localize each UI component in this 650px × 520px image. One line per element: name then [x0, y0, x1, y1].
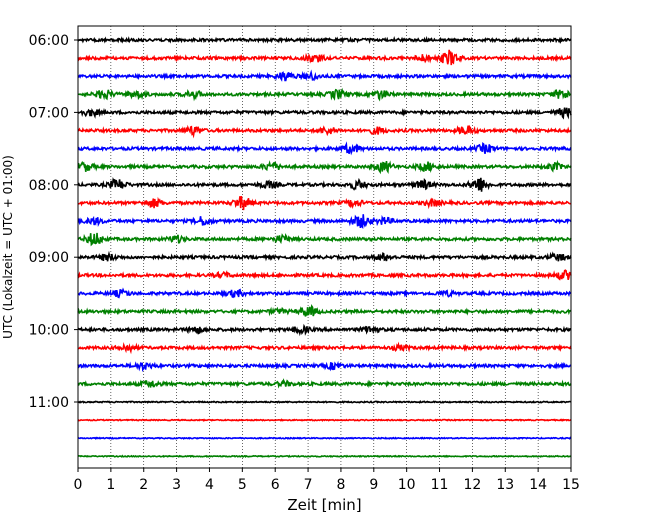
x-axis: 0 1 2 3 4 5 6 7 8 9 10 11 12 13 14 15: [74, 468, 580, 493]
trace-0630: [77, 69, 572, 82]
x-axis-label: Zeit [min]: [287, 496, 361, 514]
trace-0930: [77, 287, 572, 299]
x-tick-label: 1: [106, 477, 115, 493]
x-tick-label: 7: [304, 477, 313, 493]
trace-0730: [77, 141, 572, 156]
trace-0715: [77, 124, 572, 139]
trace-0900: [77, 250, 572, 263]
x-tick-label: 10: [398, 477, 416, 493]
x-tick-label: 3: [172, 477, 181, 493]
y-tick-label: 10:00: [29, 323, 69, 339]
x-tick-label: 11: [431, 477, 449, 493]
trace-1130: [77, 436, 572, 440]
y-tick-label: 09:00: [29, 250, 69, 266]
x-tick-label: 4: [205, 477, 214, 493]
x-tick-label: 15: [562, 477, 580, 493]
trace-layer: [77, 35, 572, 459]
trace-0815: [77, 196, 572, 211]
trace-0700: [77, 107, 572, 120]
x-tick-label: 2: [139, 477, 148, 493]
trace-0745: [77, 159, 572, 175]
trace-0600: [77, 35, 572, 45]
y-tick-label: 08:00: [29, 178, 69, 194]
trace-0800: [77, 177, 572, 192]
trace-1000: [77, 323, 572, 337]
x-tick-label: 6: [271, 477, 280, 493]
plot-frame: [77, 25, 572, 469]
trace-1100: [77, 399, 572, 404]
y-axis-label: UTC (Lokalzeit = UTC + 01:00): [1, 155, 15, 339]
trace-1015: [77, 341, 572, 355]
trace-0845: [77, 232, 572, 247]
trace-0915: [77, 269, 572, 281]
trace-0830: [77, 214, 572, 230]
x-tick-label: 0: [74, 477, 83, 493]
y-tick-label: 11:00: [29, 395, 69, 411]
x-tick-label: 8: [336, 477, 345, 493]
trace-0945: [77, 304, 572, 317]
x-tick-label: 9: [369, 477, 378, 493]
y-tick-label: 07:00: [29, 105, 69, 121]
trace-1145: [77, 454, 572, 459]
trace-0615: [77, 49, 572, 66]
x-tick-label: 5: [238, 477, 247, 493]
y-tick-label: 06:00: [29, 33, 69, 49]
trace-1115: [77, 418, 572, 422]
x-tick-label: 14: [529, 477, 547, 493]
trace-1045: [77, 378, 572, 389]
trace-0645: [77, 87, 572, 102]
trace-1030: [77, 360, 572, 373]
y-axis: 06:00 07:00 08:00 09:00 10:00 11:00: [29, 33, 78, 411]
x-tick-label: 12: [463, 477, 481, 493]
x-tick-label: 13: [496, 477, 514, 493]
